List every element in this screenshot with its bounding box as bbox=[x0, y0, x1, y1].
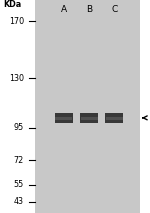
Text: B: B bbox=[86, 6, 92, 14]
Text: 43: 43 bbox=[14, 197, 24, 206]
Text: A: A bbox=[61, 6, 67, 14]
Text: C: C bbox=[111, 6, 117, 14]
Text: 72: 72 bbox=[14, 156, 24, 165]
Bar bbox=[55, 113, 73, 123]
Text: 95: 95 bbox=[14, 123, 24, 132]
Bar bbox=[105, 113, 123, 123]
Bar bbox=[80, 113, 98, 123]
Text: 170: 170 bbox=[9, 17, 24, 26]
Text: 55: 55 bbox=[14, 180, 24, 189]
Bar bbox=[81, 117, 98, 120]
Text: 130: 130 bbox=[9, 74, 24, 83]
Bar bbox=[106, 117, 123, 120]
Bar bbox=[34, 0, 140, 213]
Text: KDa: KDa bbox=[3, 0, 21, 9]
Bar bbox=[56, 117, 72, 120]
